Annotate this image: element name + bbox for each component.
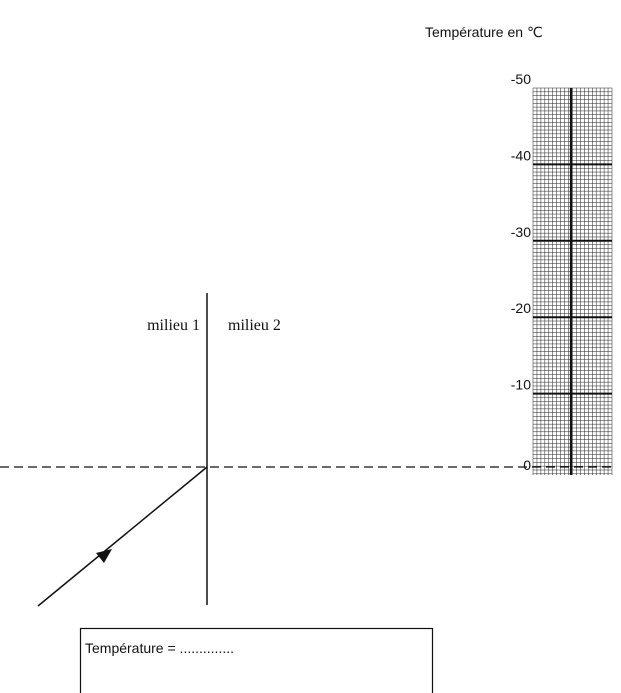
thermometer-grid <box>532 87 613 475</box>
scale-labels: -50 -40 -30 -20 -10 0 <box>511 71 531 473</box>
scale-label: -20 <box>511 300 531 316</box>
answer-box <box>79 627 434 693</box>
medium-2-label: milieu 2 <box>228 317 281 334</box>
medium-1-label: milieu 1 <box>147 317 200 334</box>
scale-label: -30 <box>511 224 531 240</box>
scale-label: -40 <box>511 147 531 163</box>
scale-label: -10 <box>511 377 531 393</box>
answer-text: Température = .............. <box>85 640 234 656</box>
scale-title: Température en ℃ <box>425 24 543 40</box>
ray-arrow <box>96 549 112 563</box>
scale-label: -50 <box>511 71 531 87</box>
scale-label: 0 <box>523 457 531 473</box>
incident-ray <box>37 466 208 607</box>
